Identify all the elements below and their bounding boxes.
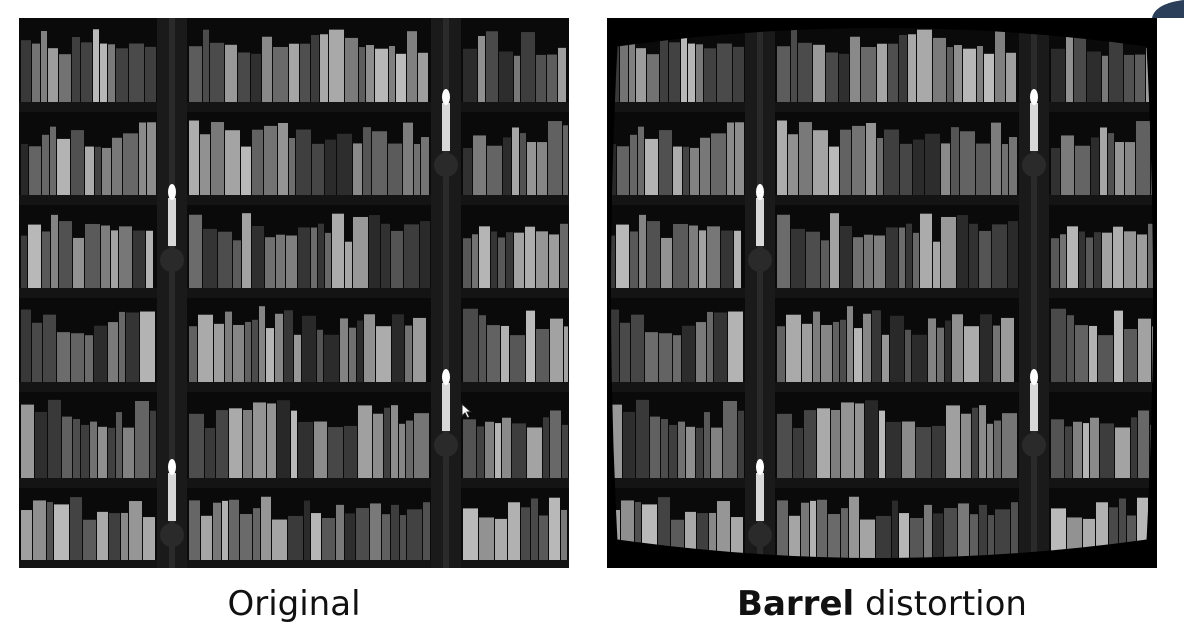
caption-barrel: Barrel distortion	[607, 582, 1157, 626]
caption-original-text: Original	[227, 584, 361, 624]
caption-barrel-rest: distortion	[854, 584, 1027, 624]
bookshelf-barrel	[607, 18, 1157, 568]
caption-original: Original	[19, 582, 569, 626]
bookshelf-original	[19, 18, 569, 568]
barrel-distorted-image	[607, 18, 1157, 568]
caption-barrel-bold: Barrel	[737, 584, 855, 624]
cursor-arrow-icon	[461, 403, 473, 419]
original-image	[19, 18, 569, 568]
corner-logo-icon	[1152, 0, 1184, 18]
